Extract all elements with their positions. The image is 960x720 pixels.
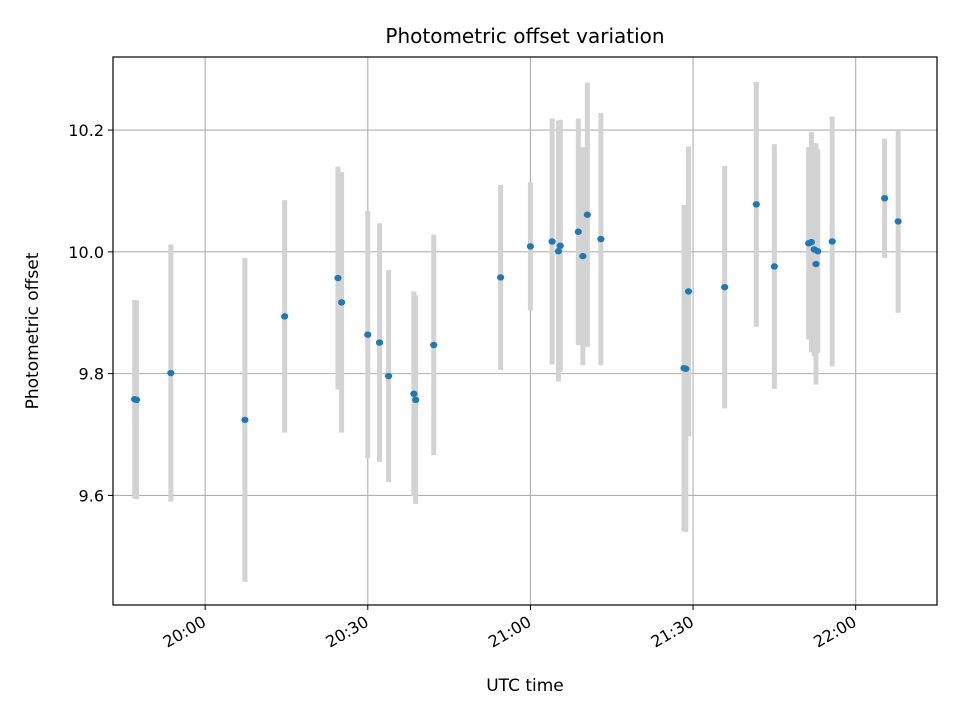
data-point xyxy=(684,288,693,295)
data-point xyxy=(430,341,438,349)
data-point xyxy=(752,201,760,208)
x-axis-label: UTC time xyxy=(486,676,564,696)
data-point xyxy=(554,248,563,255)
data-point xyxy=(583,211,591,218)
data-point xyxy=(807,238,816,246)
data-point xyxy=(334,274,342,282)
data-point xyxy=(770,263,778,270)
data-point xyxy=(880,195,889,202)
y-axis-label: Photometric offset xyxy=(23,252,43,409)
data-point xyxy=(167,369,175,377)
data-point xyxy=(241,416,249,424)
data-point xyxy=(894,218,902,225)
data-point xyxy=(412,396,420,404)
data-point xyxy=(375,339,384,346)
data-point xyxy=(597,235,605,243)
data-point xyxy=(682,365,690,372)
data-point xyxy=(384,372,393,380)
data-point xyxy=(721,283,729,291)
y-tick-label: 10.2 xyxy=(68,121,104,140)
y-tick-label: 10.0 xyxy=(68,243,104,262)
data-point xyxy=(812,260,820,268)
data-point xyxy=(814,248,822,255)
plot-frame xyxy=(112,56,938,606)
data-point xyxy=(574,228,582,235)
data-point xyxy=(497,274,505,281)
data-points xyxy=(131,195,902,424)
data-point xyxy=(828,238,836,245)
grid-lines xyxy=(113,57,937,605)
data-point xyxy=(132,396,141,404)
data-point xyxy=(548,238,556,245)
data-point xyxy=(526,243,535,250)
plot-area xyxy=(113,57,937,605)
y-tick-label: 9.8 xyxy=(79,365,104,384)
chart-title: Photometric offset variation xyxy=(385,24,664,48)
data-point xyxy=(410,390,418,397)
data-point xyxy=(281,313,289,320)
y-tick-label: 9.6 xyxy=(79,486,104,505)
data-point xyxy=(364,331,372,338)
data-point xyxy=(556,242,564,249)
data-point xyxy=(579,252,587,260)
data-point xyxy=(337,299,346,306)
